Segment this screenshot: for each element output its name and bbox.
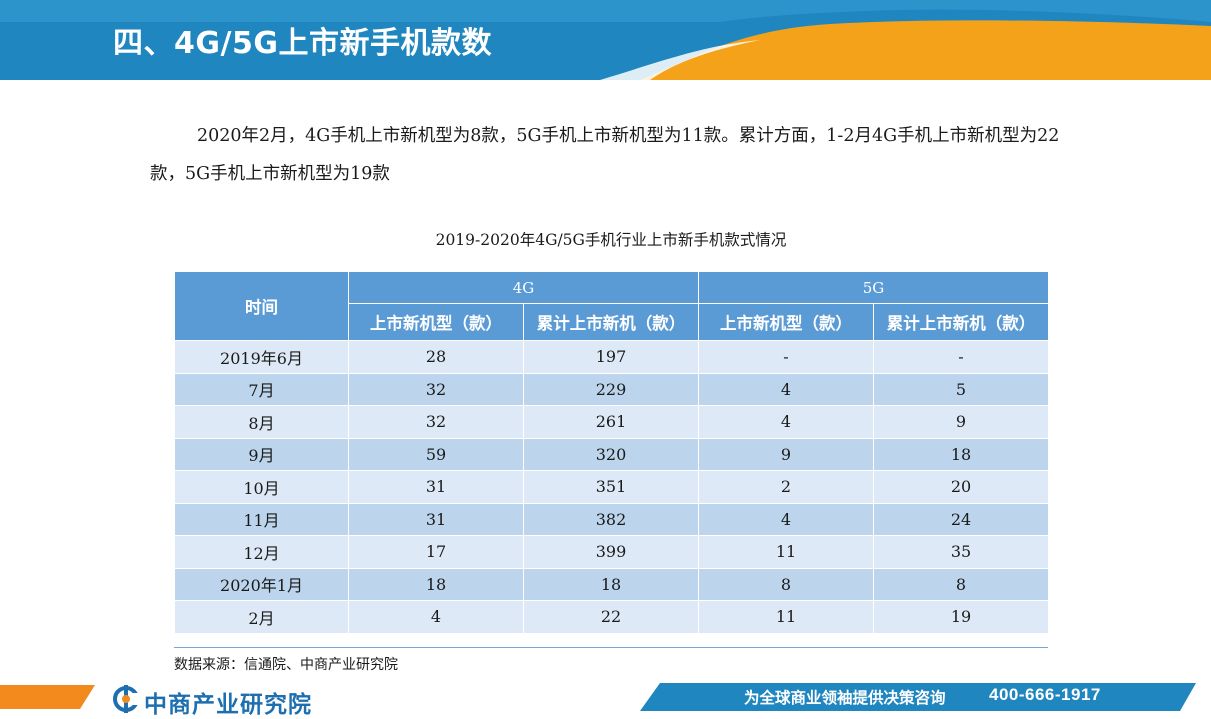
cell-4g-new: 31 [348,470,524,504]
subheader-4g-new: 上市新机型（款） [348,303,524,341]
cell-time: 2月 [174,600,349,634]
footer-phone: 400-666-1917 [989,685,1101,704]
footer-slogan: 为全球商业领袖提供决策咨询 [744,689,946,707]
cell-time: 10月 [174,470,349,504]
cell-5g-new: 4 [698,502,874,536]
table-row: 8月 32 261 4 9 [174,405,1049,439]
table-row: 9月 59 320 9 18 [174,437,1049,471]
cell-4g-cumulative: 320 [523,437,699,471]
cell-time: 2019年6月 [174,340,349,374]
cell-5g-cumulative: 5 [873,372,1049,406]
company-logo: 中商产业研究院 [112,685,342,718]
cell-5g-cumulative: 9 [873,405,1049,439]
cell-5g-new: 11 [698,600,874,634]
table-row: 11月 31 382 4 24 [174,502,1049,536]
cell-4g-new: 18 [348,567,524,601]
subheader-5g-new: 上市新机型（款） [698,303,874,341]
cell-5g-cumulative: 20 [873,470,1049,504]
cell-4g-cumulative: 382 [523,502,699,536]
cell-4g-new: 32 [348,405,524,439]
table-row: 2020年1月 18 18 8 8 [174,567,1049,601]
logo-text: 中商产业研究院 [144,692,312,718]
cell-4g-cumulative: 22 [523,600,699,634]
cell-4g-cumulative: 261 [523,405,699,439]
cell-4g-cumulative: 18 [523,567,699,601]
header-banner: 四、4G/5G上市新手机款数 [0,0,1211,80]
cell-5g-cumulative: - [873,340,1049,374]
table-row: 12月 17 399 11 35 [174,535,1049,569]
cell-time: 9月 [174,437,349,471]
cell-time: 7月 [174,372,349,406]
table-row: 7月 32 229 4 5 [174,372,1049,406]
subheader-5g-cumulative: 累计上市新机（款） [873,303,1049,341]
cell-4g-cumulative: 197 [523,340,699,374]
cell-time: 2020年1月 [174,567,349,601]
table-row: 2月 4 22 11 19 [174,600,1049,634]
cell-5g-new: 4 [698,405,874,439]
data-source-note: 数据来源：信通院、中商产业研究院 [174,647,1048,674]
row-header-time: 时间 [174,271,349,341]
cell-5g-new: 4 [698,372,874,406]
cell-4g-new: 32 [348,372,524,406]
cell-4g-new: 17 [348,535,524,569]
cell-4g-cumulative: 351 [523,470,699,504]
cell-time: 11月 [174,502,349,536]
cell-5g-cumulative: 19 [873,600,1049,634]
cell-5g-new: - [698,340,874,374]
footer-background [0,683,1196,711]
cell-time: 12月 [174,535,349,569]
group-header-4g: 4G [348,271,699,304]
footer-bar: 中商产业研究院 为全球商业领袖提供决策咨询 400-666-1917 [0,679,1211,719]
page-title: 四、4G/5G上市新手机款数 [113,26,492,61]
cell-4g-new: 28 [348,340,524,374]
logo-mark-icon [113,685,140,713]
cell-4g-cumulative: 399 [523,535,699,569]
cell-5g-new: 2 [698,470,874,504]
cell-time: 8月 [174,405,349,439]
cell-4g-new: 59 [348,437,524,471]
cell-5g-cumulative: 18 [873,437,1049,471]
data-table: 时间 4G 5G 上市新机型（款） 累计上市新机（款） 上市新机型（款） 累计上… [174,271,1049,634]
cell-4g-new: 31 [348,502,524,536]
intro-paragraph: 2020年2月，4G手机上市新机型为8款，5G手机上市新机型为11款。累计方面，… [150,126,1060,184]
table-body: 2019年6月 28 197 - - 7月 32 229 4 5 8月 32 2… [174,340,1049,634]
group-header-5g: 5G [698,271,1049,304]
table-row: 10月 31 351 2 20 [174,470,1049,504]
cell-5g-cumulative: 24 [873,502,1049,536]
table-row: 2019年6月 28 197 - - [174,340,1049,374]
cell-4g-new: 4 [348,600,524,634]
cell-5g-cumulative: 35 [873,535,1049,569]
cell-5g-new: 9 [698,437,874,471]
cell-5g-cumulative: 8 [873,567,1049,601]
cell-4g-cumulative: 229 [523,372,699,406]
subheader-4g-cumulative: 累计上市新机（款） [523,303,699,341]
cell-5g-new: 8 [698,567,874,601]
header-background [0,0,1211,80]
cell-5g-new: 11 [698,535,874,569]
table-caption: 2019-2020年4G/5G手机行业上市新手机款式情况 [435,231,787,249]
